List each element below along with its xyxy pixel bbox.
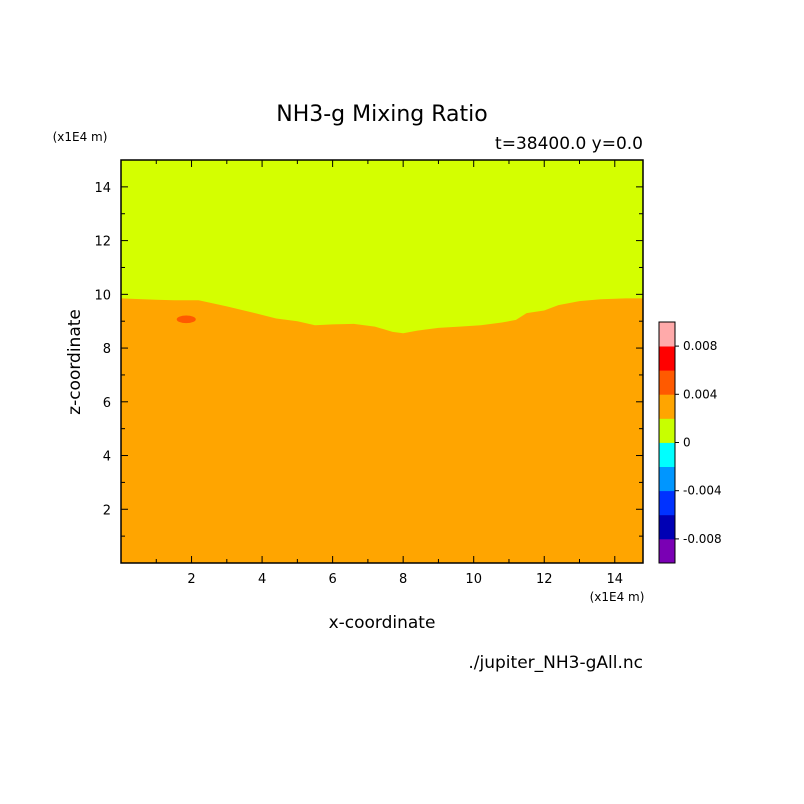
plot-area xyxy=(120,159,644,564)
y-tick-label: 6 xyxy=(103,396,111,411)
x-axis: 2 4 6 8 10 12 14 xyxy=(155,160,624,587)
colorbar-tick-label: 0 xyxy=(683,436,691,450)
colorbar-tick-label: 0.004 xyxy=(683,387,717,401)
x-tick-label: 8 xyxy=(399,572,407,587)
y-axis-label: z-coordinate xyxy=(65,309,85,415)
colorbar: -0.008 -0.004 0 0.004 0.008 xyxy=(658,321,722,564)
colorbar-segment xyxy=(659,514,675,540)
y-axis-unit: (x1E4 m) xyxy=(53,130,108,144)
chart-title: NH3-g Mixing Ratio xyxy=(276,102,488,127)
source-file-label: ./jupiter_NH3-gAll.nc xyxy=(468,653,643,673)
x-tick-label: 6 xyxy=(328,572,336,587)
x-axis-unit: (x1E4 m) xyxy=(590,590,645,604)
colorbar-segment xyxy=(659,346,675,371)
x-tick-label: 14 xyxy=(607,572,624,587)
blob-region xyxy=(176,315,196,324)
x-tick-label: 10 xyxy=(465,572,482,587)
colorbar-segment xyxy=(659,370,675,395)
colorbar-tick-label: 0.008 xyxy=(683,339,717,353)
x-tick-label: 2 xyxy=(187,572,195,587)
x-tick-label: 4 xyxy=(258,572,266,587)
colorbar-segment xyxy=(659,490,675,516)
y-tick-label: 14 xyxy=(94,181,111,196)
upper-layer-region xyxy=(121,160,643,334)
chart-subtitle: t=38400.0 y=0.0 xyxy=(495,134,643,154)
x-axis-label: x-coordinate xyxy=(329,613,436,633)
y-tick-label: 12 xyxy=(94,235,111,250)
colorbar-tick-label: -0.008 xyxy=(683,532,722,546)
colorbar-segment xyxy=(659,394,675,419)
y-tick-label: 2 xyxy=(103,503,111,518)
x-tick-label: 12 xyxy=(536,572,553,587)
y-tick-label: 10 xyxy=(94,288,111,303)
colorbar-segment xyxy=(659,538,675,564)
colorbar-tick-label: -0.004 xyxy=(683,484,722,498)
plot-frame xyxy=(120,159,644,564)
colorbar-segment xyxy=(659,322,675,347)
y-tick-label: 8 xyxy=(103,342,111,357)
y-axis: 2 4 6 8 10 12 14 xyxy=(94,181,643,537)
colorbar-segment xyxy=(659,466,675,492)
y-tick-label: 4 xyxy=(103,450,111,465)
colorbar-segment xyxy=(659,442,675,467)
colorbar-segment xyxy=(659,418,675,443)
